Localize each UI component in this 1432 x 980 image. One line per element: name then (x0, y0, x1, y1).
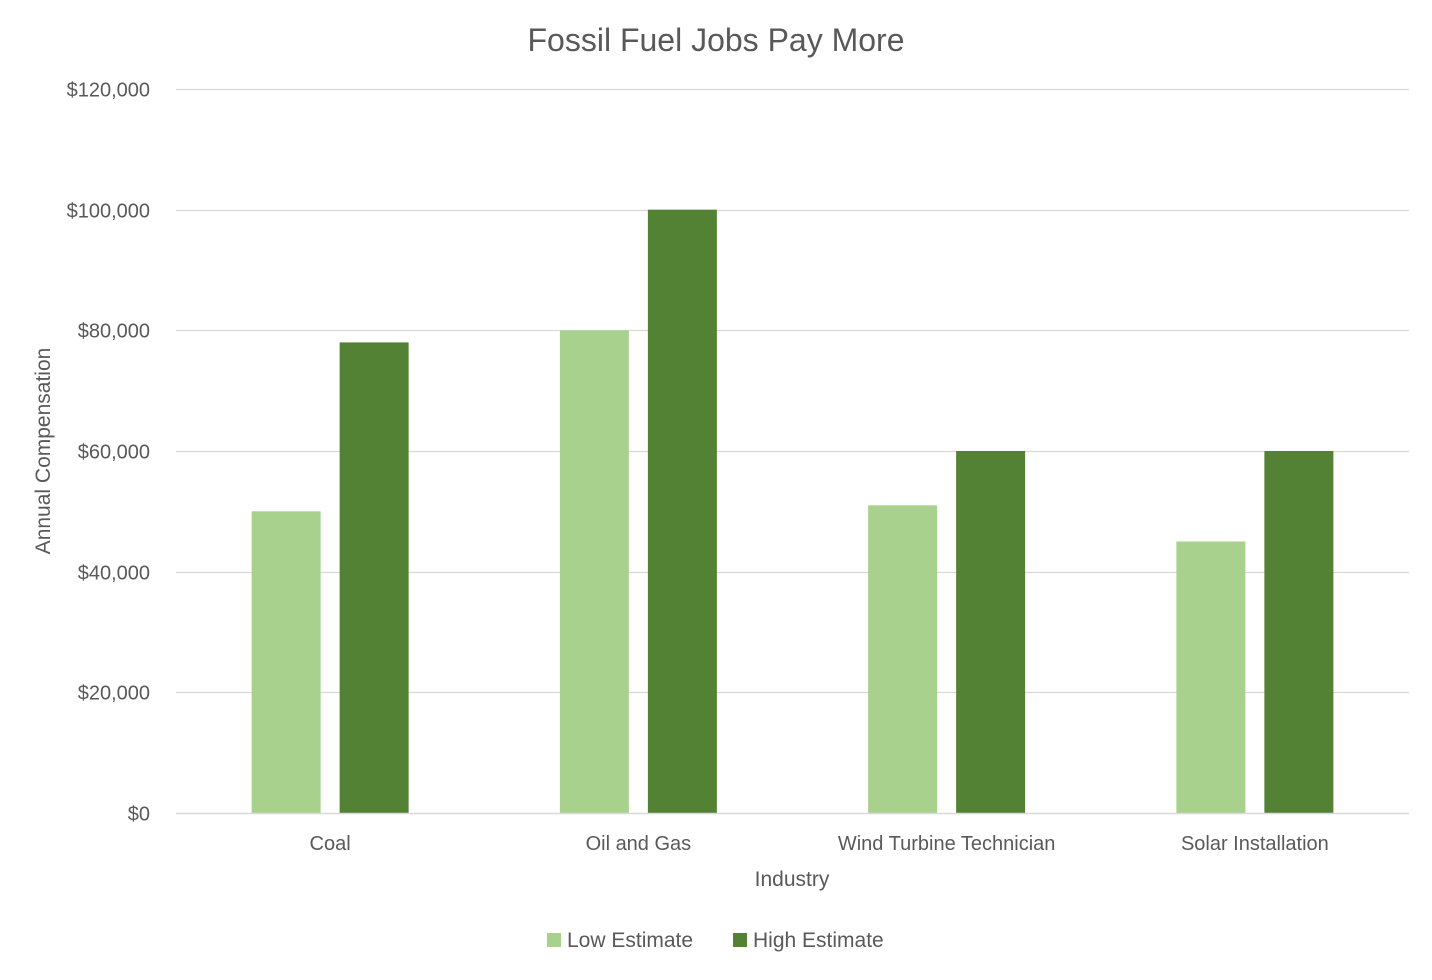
bar-low-estimate (251, 511, 321, 813)
bar-low-estimate (1176, 541, 1246, 813)
legend-swatch (733, 933, 747, 947)
y-tick-label: $0 (128, 804, 150, 826)
y-tick-label: $40,000 (78, 563, 150, 585)
bar-low-estimate (559, 330, 629, 813)
bars (251, 209, 1334, 813)
bar-high-estimate (647, 209, 717, 813)
bar-high-estimate (956, 451, 1026, 813)
y-axis-title: Annual Compensation (32, 348, 55, 555)
y-tick-label: $80,000 (78, 321, 150, 343)
chart-title: Fossil Fuel Jobs Pay More (527, 22, 904, 58)
x-tick-label: Wind Turbine Technician (838, 833, 1056, 855)
axes: $0 $20,000 $40,000 $60,000 $80,000 $100,000 $1… (67, 80, 1409, 855)
bar-high-estimate (1264, 451, 1334, 813)
bar-low-estimate (868, 505, 938, 813)
x-tick-label: Solar Installation (1181, 833, 1329, 855)
y-tick-label: $120,000 (67, 80, 150, 102)
legend-label: High Estimate (753, 929, 884, 952)
legend-label: Low Estimate (567, 929, 693, 952)
legend: Low Estimate High Estimate (547, 929, 884, 952)
legend-swatch (547, 933, 561, 947)
x-tick-label: Oil and Gas (586, 833, 692, 855)
x-axis-title: Industry (755, 868, 830, 891)
x-tick-label: Coal (310, 833, 351, 855)
y-tick-label: $100,000 (67, 201, 150, 223)
y-tick-label: $60,000 (78, 442, 150, 464)
bar-high-estimate (339, 342, 409, 813)
y-tick-label: $20,000 (78, 683, 150, 705)
